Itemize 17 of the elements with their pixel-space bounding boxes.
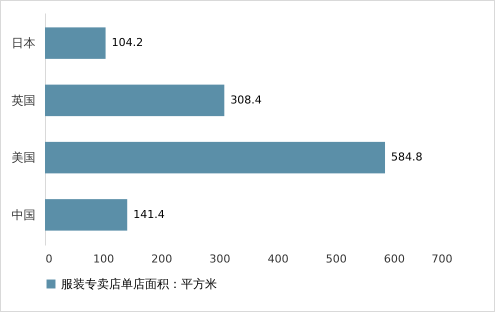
y-tick-label: 中国 <box>12 208 36 222</box>
data-label: 308.4 <box>230 93 262 106</box>
x-tick-label: 0 <box>46 252 52 266</box>
data-label: 104.2 <box>112 36 144 50</box>
legend-label: 服装专卖店单店面积：平方米 <box>61 277 217 291</box>
x-tick-label: 500 <box>326 252 347 266</box>
data-label: 584.8 <box>391 150 423 164</box>
x-tick-label: 700 <box>432 252 452 266</box>
x-tick-label: 200 <box>151 252 172 266</box>
y-tick-label: 美国 <box>12 150 36 165</box>
x-tick-label: 300 <box>209 252 230 266</box>
x-tick-label: 400 <box>268 252 289 266</box>
y-tick-label: 日本 <box>12 36 36 50</box>
data-label: 141.4 <box>133 208 165 221</box>
x-tick-label: 100 <box>93 252 114 266</box>
x-tick-label: 600 <box>384 252 405 266</box>
y-tick-label: 英国 <box>12 93 36 108</box>
